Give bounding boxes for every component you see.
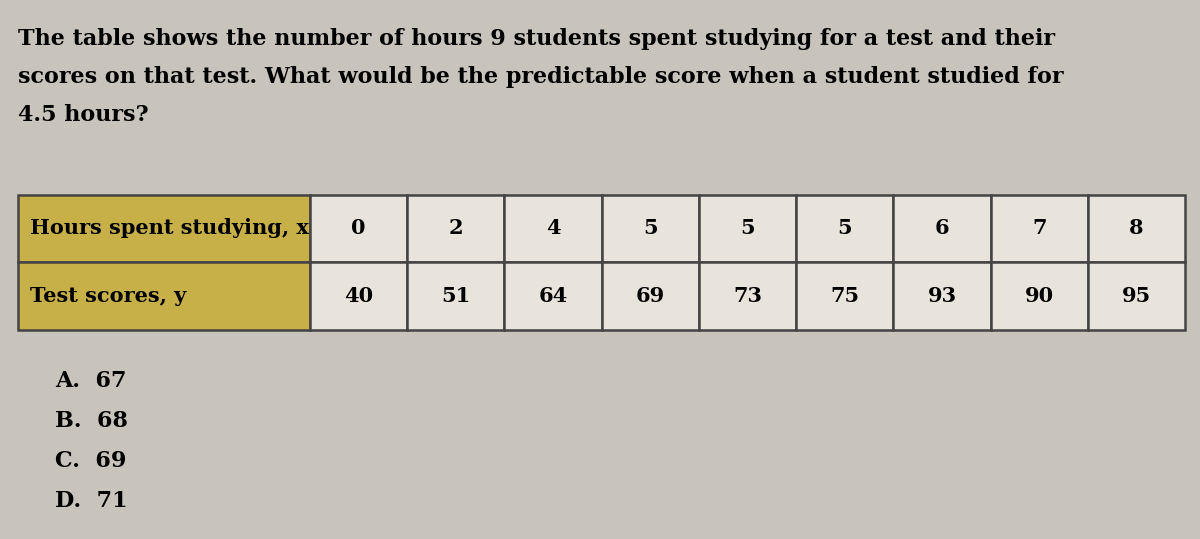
Text: 95: 95: [1122, 286, 1151, 306]
Bar: [1087, 195, 1186, 262]
Text: scores on that test. What would be the predictable score when a student studied : scores on that test. What would be the p…: [18, 66, 1063, 88]
Bar: [893, 195, 990, 262]
Text: 90: 90: [1025, 286, 1054, 306]
Text: B.  68: B. 68: [55, 410, 128, 432]
Text: D.  71: D. 71: [55, 490, 127, 512]
Text: 6: 6: [935, 218, 949, 238]
Bar: [990, 195, 1087, 262]
Text: C.  69: C. 69: [55, 450, 126, 472]
Bar: [407, 195, 504, 262]
Bar: [1087, 262, 1186, 330]
Text: 69: 69: [636, 286, 665, 306]
Text: Test scores, y: Test scores, y: [30, 286, 186, 306]
Text: 0: 0: [352, 218, 366, 238]
Bar: [504, 262, 601, 330]
Bar: [796, 195, 893, 262]
Text: 51: 51: [442, 286, 470, 306]
Text: 5: 5: [643, 218, 658, 238]
Bar: [310, 262, 407, 330]
Bar: [698, 262, 796, 330]
Text: 4.5 hours?: 4.5 hours?: [18, 104, 149, 126]
Bar: [601, 262, 698, 330]
Text: 75: 75: [830, 286, 859, 306]
Text: Hours spent studying, x: Hours spent studying, x: [30, 218, 308, 238]
Text: 40: 40: [344, 286, 373, 306]
Text: The table shows the number of hours 9 students spent studying for a test and the: The table shows the number of hours 9 st…: [18, 28, 1055, 50]
Text: 64: 64: [539, 286, 568, 306]
Text: 8: 8: [1129, 218, 1144, 238]
Text: 93: 93: [928, 286, 956, 306]
Bar: [18, 195, 310, 262]
Bar: [601, 195, 698, 262]
Bar: [796, 262, 893, 330]
Bar: [893, 262, 990, 330]
Text: A.  67: A. 67: [55, 370, 126, 392]
Bar: [504, 195, 601, 262]
Text: 5: 5: [740, 218, 755, 238]
Bar: [407, 262, 504, 330]
Bar: [18, 262, 310, 330]
Bar: [310, 195, 407, 262]
Text: 2: 2: [449, 218, 463, 238]
Bar: [698, 195, 796, 262]
Text: 5: 5: [838, 218, 852, 238]
Text: 7: 7: [1032, 218, 1046, 238]
Text: 4: 4: [546, 218, 560, 238]
Bar: [990, 262, 1087, 330]
Text: 73: 73: [733, 286, 762, 306]
